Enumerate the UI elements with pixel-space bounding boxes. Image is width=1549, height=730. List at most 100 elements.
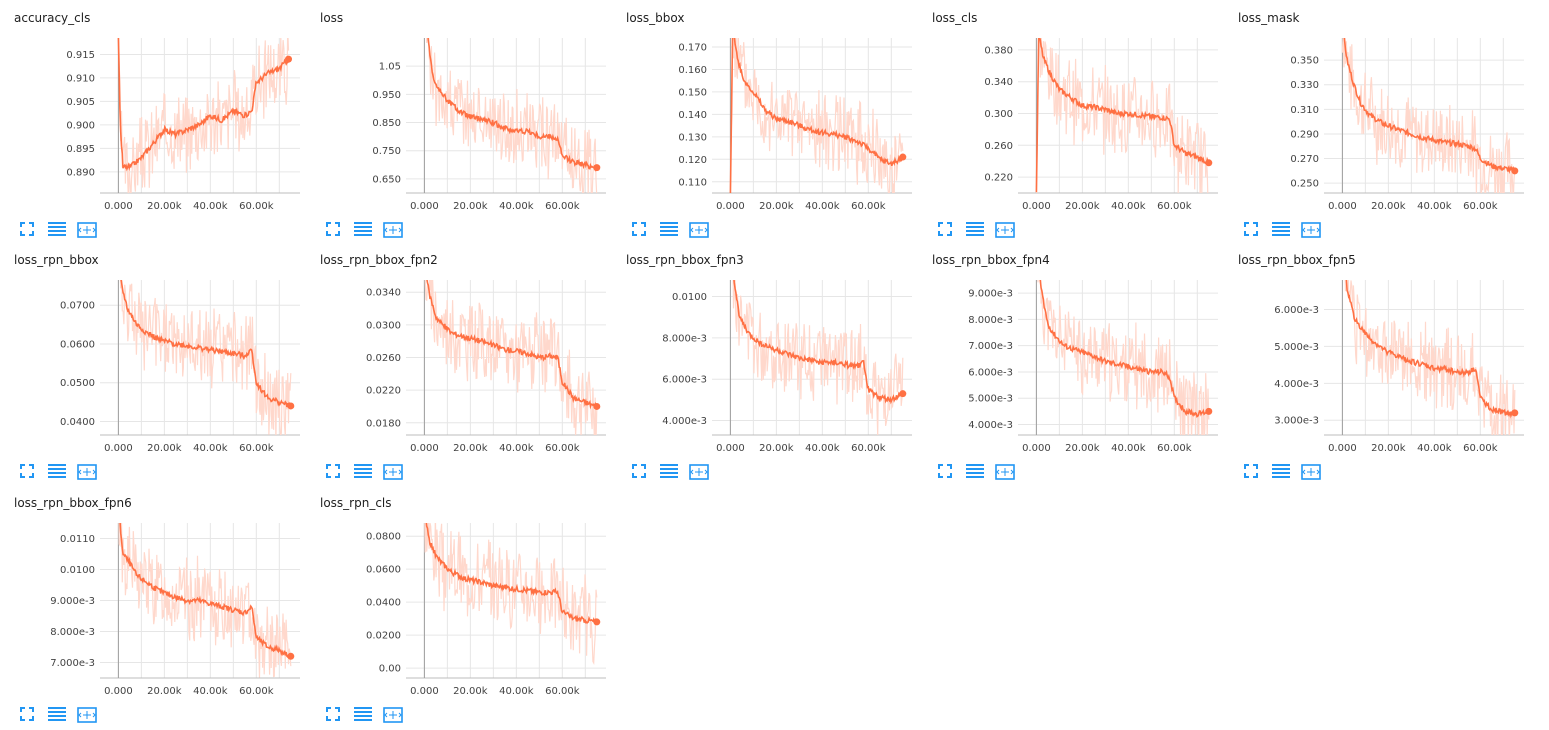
fullscreen-icon[interactable]: [938, 222, 954, 238]
fit-domain-icon[interactable]: [383, 707, 403, 723]
x-tick-label: 20.00k: [453, 443, 488, 454]
fit-domain-icon[interactable]: [1301, 464, 1321, 480]
y-tick-label: 0.130: [678, 132, 707, 143]
y-tick-label: 0.0260: [366, 353, 401, 364]
chart-plot[interactable]: 6.000e-3 5.000e-3 4.000e-3 3.000e-3 0.000 20.…: [1224, 242, 1530, 482]
y-tick-label: 0.330: [1290, 80, 1319, 91]
y-tick-label: 9.000e-3: [968, 289, 1013, 300]
list-icon[interactable]: [660, 464, 678, 480]
chart-toolbar: [632, 464, 732, 482]
fit-domain-icon[interactable]: [383, 222, 403, 238]
chart-plot[interactable]: 0.0340 0.0300 0.0260 0.0220 0.0180 0.000 20.00…: [306, 242, 612, 482]
chart-title: loss_rpn_bbox_fpn6: [14, 496, 132, 510]
chart-plot[interactable]: 0.0700 0.0600 0.0500 0.0400 0.000 20.00k 40.00…: [0, 242, 306, 482]
list-icon[interactable]: [354, 222, 372, 238]
chart-plot[interactable]: 0.915 0.910 0.905 0.900 0.895 0.890 0.000 20.00…: [0, 0, 306, 240]
smoothed-series-line: [426, 280, 598, 410]
y-tick-label: 0.350: [1290, 56, 1319, 67]
chart-card-loss: loss 1.05 0.950 0.850 0.750 0.650 0.000 20.00k 4…: [306, 0, 612, 240]
x-tick-label: 60.00k: [1157, 201, 1192, 212]
fullscreen-icon[interactable]: [632, 222, 648, 238]
fit-domain-icon[interactable]: [77, 707, 97, 723]
list-icon[interactable]: [1272, 464, 1290, 480]
list-icon[interactable]: [354, 464, 372, 480]
fit-domain-icon[interactable]: [383, 464, 403, 480]
x-tick-label: 60.00k: [851, 201, 886, 212]
x-tick-label: 60.00k: [545, 443, 580, 454]
chart-plot[interactable]: 0.0110 0.0100 9.000e-3 8.000e-3 7.000e-3 0.00…: [0, 485, 306, 725]
fit-domain-icon[interactable]: [1301, 222, 1321, 238]
x-tick-label: 20.00k: [453, 201, 488, 212]
y-tick-label: 0.0220: [366, 386, 401, 397]
chart-plot[interactable]: 0.0100 8.000e-3 6.000e-3 4.000e-3 0.000 20.00…: [612, 242, 918, 482]
fullscreen-icon[interactable]: [20, 464, 36, 480]
smoothed-series-line: [729, 38, 904, 193]
fullscreen-icon[interactable]: [20, 222, 36, 238]
list-icon[interactable]: [48, 464, 66, 480]
list-icon[interactable]: [966, 464, 984, 480]
smoothed-series-line: [117, 38, 290, 172]
chart-card-loss-rpn-bbox-fpn6: loss_rpn_bbox_fpn6 0.0110 0.0100 9.000e-3 8.…: [0, 485, 306, 725]
fit-domain-icon[interactable]: [995, 464, 1015, 480]
chart-toolbar: [20, 464, 120, 482]
fit-domain-icon[interactable]: [77, 464, 97, 480]
y-tick-label: 0.0100: [60, 565, 95, 576]
series-endpoint: [1511, 409, 1519, 417]
fullscreen-icon[interactable]: [326, 707, 342, 723]
x-tick-label: 20.00k: [147, 443, 182, 454]
x-tick-label: 20.00k: [759, 443, 794, 454]
list-icon[interactable]: [48, 222, 66, 238]
fullscreen-icon[interactable]: [326, 222, 342, 238]
list-icon[interactable]: [48, 707, 66, 723]
chart-plot[interactable]: 9.000e-3 8.000e-3 7.000e-3 6.000e-3 5.000e-3…: [918, 242, 1224, 482]
x-tick-label: 0.000: [104, 201, 133, 212]
chart-card-loss-bbox: loss_bbox 0.170 0.160 0.150 0.140 0.130 0.120 0…: [612, 0, 918, 240]
fullscreen-icon[interactable]: [632, 464, 648, 480]
y-tick-label: 4.000e-3: [1274, 379, 1319, 390]
y-tick-label: 8.000e-3: [50, 627, 95, 638]
chart-plot[interactable]: 1.05 0.950 0.850 0.750 0.650 0.000 20.00k 40.00…: [306, 0, 612, 240]
x-tick-label: 40.00k: [499, 686, 534, 697]
x-tick-label: 0.000: [104, 686, 133, 697]
fit-domain-icon[interactable]: [995, 222, 1015, 238]
list-icon[interactable]: [660, 222, 678, 238]
fullscreen-icon[interactable]: [938, 464, 954, 480]
x-tick-label: 40.00k: [193, 201, 228, 212]
fullscreen-icon[interactable]: [1244, 464, 1260, 480]
list-icon[interactable]: [966, 222, 984, 238]
fullscreen-icon[interactable]: [20, 707, 36, 723]
series-endpoint: [593, 164, 601, 172]
fit-domain-icon[interactable]: [689, 222, 709, 238]
y-tick-label: 6.000e-3: [662, 375, 707, 386]
list-icon[interactable]: [354, 707, 372, 723]
y-tick-label: 0.890: [66, 167, 95, 178]
list-icon[interactable]: [1272, 222, 1290, 238]
fullscreen-icon[interactable]: [1244, 222, 1260, 238]
smoothed-series-line: [120, 280, 292, 408]
y-tick-label: 0.650: [372, 174, 401, 185]
y-tick-label: 5.000e-3: [968, 394, 1013, 405]
x-tick-label: 40.00k: [1111, 443, 1146, 454]
chart-plot[interactable]: 0.0800 0.0600 0.0400 0.0200 0.00 0.000 20.00k 4…: [306, 485, 612, 725]
chart-plot[interactable]: 0.380 0.340 0.300 0.260 0.220 0.000 20.00k 40.0…: [918, 0, 1224, 240]
x-tick-label: 0.000: [410, 443, 439, 454]
chart-title: loss_bbox: [626, 11, 685, 25]
smoothed-series-line: [425, 523, 598, 624]
y-tick-label: 3.000e-3: [1274, 416, 1319, 427]
fit-domain-icon[interactable]: [689, 464, 709, 480]
x-tick-label: 40.00k: [1417, 443, 1452, 454]
chart-plot[interactable]: 0.170 0.160 0.150 0.140 0.130 0.120 0.110 0.000…: [612, 0, 918, 240]
y-tick-label: 0.0800: [366, 532, 401, 543]
fullscreen-icon[interactable]: [326, 464, 342, 480]
chart-title: loss_rpn_bbox_fpn5: [1238, 253, 1356, 267]
chart-plot[interactable]: 0.350 0.330 0.310 0.290 0.270 0.250 0.000 20.00…: [1224, 0, 1530, 240]
raw-series-line: [729, 38, 904, 193]
fit-domain-icon[interactable]: [77, 222, 97, 238]
y-tick-label: 0.310: [1290, 105, 1319, 116]
raw-series-line: [1037, 280, 1210, 435]
x-tick-label: 60.00k: [1463, 443, 1498, 454]
y-tick-label: 0.0180: [366, 418, 401, 429]
raw-series-line: [425, 38, 598, 193]
y-tick-label: 0.160: [678, 65, 707, 76]
x-tick-label: 20.00k: [1065, 201, 1100, 212]
